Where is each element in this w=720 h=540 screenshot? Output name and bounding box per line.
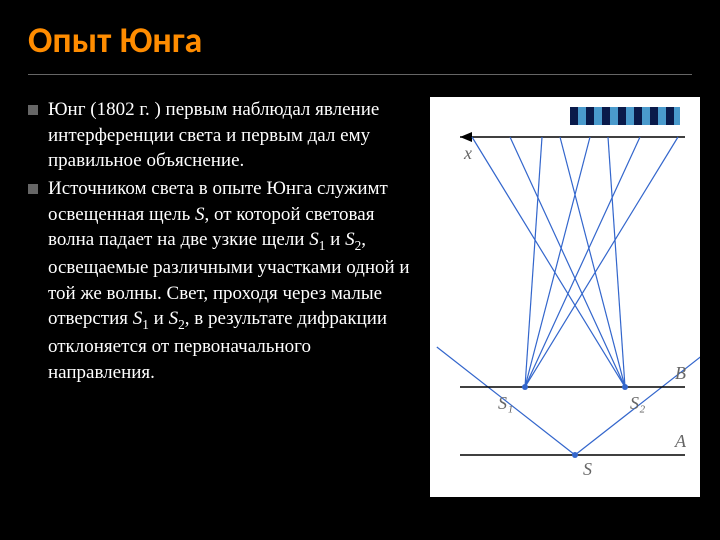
slide-title: Опыт Юнга (28, 18, 692, 75)
svg-text:A: A (674, 431, 687, 451)
svg-text:S₁: S₁ (498, 393, 513, 413)
svg-text:S: S (583, 459, 592, 479)
svg-text:S₂: S₂ (630, 393, 645, 413)
diagram-svg: x B A S₁ S₂ S (430, 97, 700, 497)
bullet-marker-icon (28, 105, 38, 115)
text-column: Юнг (1802 г. ) первым наблюдал явление и… (28, 97, 418, 497)
diagram-column: x B A S₁ S₂ S (430, 97, 700, 497)
bullet-marker-icon (28, 184, 38, 194)
bullet-item: Юнг (1802 г. ) первым наблюдал явление и… (28, 97, 418, 174)
bullet-item: Источником света в опыте Юнга служимт ос… (28, 176, 418, 385)
bullet-text: Источником света в опыте Юнга служимт ос… (48, 176, 418, 385)
bullet-text: Юнг (1802 г. ) первым наблюдал явление и… (48, 97, 418, 174)
svg-text:x: x (463, 143, 472, 163)
young-experiment-diagram: x B A S₁ S₂ S (430, 97, 700, 497)
svg-text:B: B (675, 363, 686, 383)
content-row: Юнг (1802 г. ) первым наблюдал явление и… (28, 97, 692, 497)
